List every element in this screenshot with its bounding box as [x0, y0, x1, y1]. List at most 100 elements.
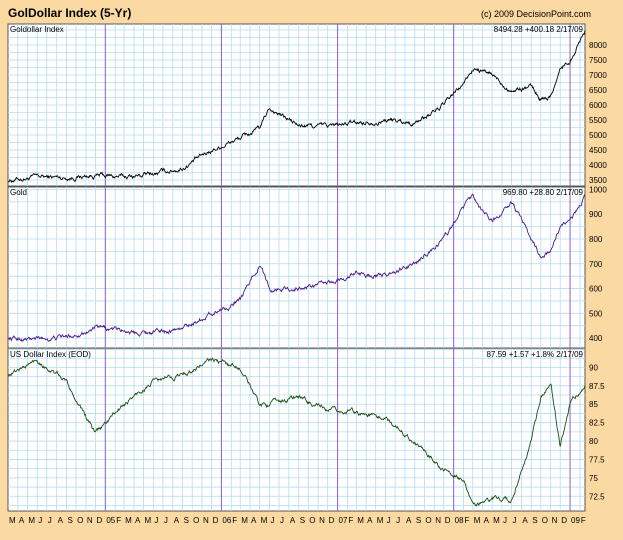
y-tick-label: 400 [589, 334, 603, 343]
series-line [7, 30, 586, 184]
x-tick-label: J [38, 516, 42, 525]
x-tick-label: N [435, 516, 441, 525]
y-tick-label: 77.5 [589, 455, 605, 464]
y-tick-label: 6000 [589, 101, 607, 110]
x-tick-label: F [464, 516, 469, 525]
x-tick-label: J [270, 516, 274, 525]
y-tick-label: 87.5 [589, 382, 605, 391]
x-tick-label: M [357, 516, 364, 525]
x-tick-label: O [542, 516, 548, 525]
x-tick-label: 06 [222, 516, 231, 525]
x-tick-label: A [58, 516, 64, 525]
panel-frame [7, 186, 586, 349]
x-tick-label: S [184, 516, 189, 525]
panel-stats: 8494.28 +400.18 2/17/09 [494, 25, 584, 34]
x-tick-label: J [164, 516, 168, 525]
x-tick-label: 07 [339, 516, 348, 525]
y-tick-label: 72.5 [589, 492, 605, 501]
x-tick-label: 09 [571, 516, 580, 525]
panel-title: Gold [10, 188, 27, 197]
x-tick-label: F [581, 516, 586, 525]
y-tick-label: 75 [589, 474, 598, 483]
x-tick-label: A [484, 516, 490, 525]
y-tick-label: 5000 [589, 131, 607, 140]
x-tick-label: A [174, 516, 180, 525]
x-tick-label: J [503, 516, 507, 525]
x-tick-label: S [68, 516, 73, 525]
x-tick-label: M [261, 516, 268, 525]
panel-stats: 969.80 +28.80 2/17/09 [503, 188, 584, 197]
y-tick-label: 3500 [589, 176, 607, 185]
x-tick-label: J [154, 516, 158, 525]
x-tick-label: J [396, 516, 400, 525]
y-tick-label: 8000 [589, 41, 607, 50]
y-tick-label: 6500 [589, 86, 607, 95]
x-tick-label: D [329, 516, 335, 525]
chart-title: GolDollar Index (5-Yr) [8, 6, 132, 20]
x-tick-label: A [406, 516, 412, 525]
y-tick-label: 85 [589, 400, 598, 409]
panel-stats: 87.59 +1.57 +1.8% 2/17/09 [486, 350, 583, 359]
x-tick-label: M [145, 516, 152, 525]
x-tick-label: N [552, 516, 558, 525]
y-tick-label: 7500 [589, 56, 607, 65]
x-tick-label: O [77, 516, 83, 525]
x-tick-label: J [513, 516, 517, 525]
x-tick-label: J [280, 516, 284, 525]
x-tick-label: M [28, 516, 35, 525]
x-tick-label: A [367, 516, 373, 525]
x-tick-label: 08 [455, 516, 464, 525]
x-tick-label: F [348, 516, 353, 525]
x-tick-label: M [9, 516, 16, 525]
x-tick-label: O [309, 516, 315, 525]
x-tick-label: N [87, 516, 93, 525]
panel-frame [7, 348, 586, 512]
y-tick-label: 600 [589, 285, 603, 294]
x-tick-label: J [387, 516, 391, 525]
y-tick-label: 700 [589, 260, 603, 269]
panel-1: 400 500 600 700 800 900 1000 Gold 969.80 +28.80 … [7, 185, 607, 349]
x-tick-label: J [48, 516, 52, 525]
x-tick-label: S [416, 516, 421, 525]
x-tick-label: N [319, 516, 325, 525]
y-tick-label: 900 [589, 210, 603, 219]
x-tick-label: A [251, 516, 257, 525]
x-tick-label: O [425, 516, 431, 525]
panel-title: Goldollar Index [10, 25, 64, 34]
y-tick-label: 90 [589, 363, 598, 372]
x-tick-label: A [290, 516, 296, 525]
y-tick-label: 82.5 [589, 419, 605, 428]
x-tick-label: M [474, 516, 481, 525]
copyright-text: (c) 2009 DecisionPoint.com [481, 9, 592, 19]
x-tick-label: F [116, 516, 121, 525]
series-line [7, 193, 586, 342]
y-tick-label: 7000 [589, 71, 607, 80]
y-tick-label: 1000 [589, 185, 607, 194]
y-tick-label: 4000 [589, 161, 607, 170]
x-tick-label: D [213, 516, 219, 525]
x-axis: M A M J J A S O N D 05 F M A M J J A S O N D 06 F M A M J J A S O N D 07 F M… [9, 516, 586, 525]
panel-2: 72.5 75 77.5 80 82.5 85 87.5 90 US Dollar Index … [7, 348, 605, 512]
x-tick-label: M [125, 516, 132, 525]
y-tick-label: 80 [589, 437, 598, 446]
x-tick-label: M [241, 516, 248, 525]
y-tick-label: 4500 [589, 146, 607, 155]
x-tick-label: D [445, 516, 451, 525]
x-tick-label: 05 [106, 516, 115, 525]
panel-0: 3500 4000 4500 5000 5500 6000 6500 7000 7500 8000… [7, 23, 607, 187]
x-tick-label: O [193, 516, 199, 525]
x-tick-label: M [377, 516, 384, 525]
x-tick-label: A [135, 516, 141, 525]
x-tick-label: N [203, 516, 209, 525]
y-tick-label: 500 [589, 309, 603, 318]
y-tick-label: 800 [589, 235, 603, 244]
series-line [7, 357, 586, 507]
x-tick-label: S [300, 516, 305, 525]
x-tick-label: F [232, 516, 237, 525]
x-tick-label: S [532, 516, 537, 525]
x-tick-label: A [522, 516, 528, 525]
x-tick-label: D [561, 516, 567, 525]
x-tick-label: A [19, 516, 25, 525]
panel-title: US Dollar Index (EOD) [10, 350, 91, 359]
